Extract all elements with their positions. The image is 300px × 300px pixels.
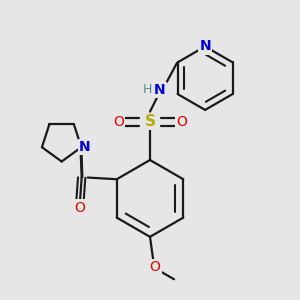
Text: O: O	[150, 260, 160, 274]
Text: H: H	[142, 83, 152, 96]
Text: O: O	[113, 115, 124, 129]
Text: N: N	[199, 40, 211, 53]
Text: N: N	[154, 83, 166, 97]
Text: N: N	[79, 140, 91, 154]
Text: S: S	[145, 114, 155, 129]
Text: O: O	[75, 201, 86, 214]
Text: O: O	[176, 115, 187, 129]
